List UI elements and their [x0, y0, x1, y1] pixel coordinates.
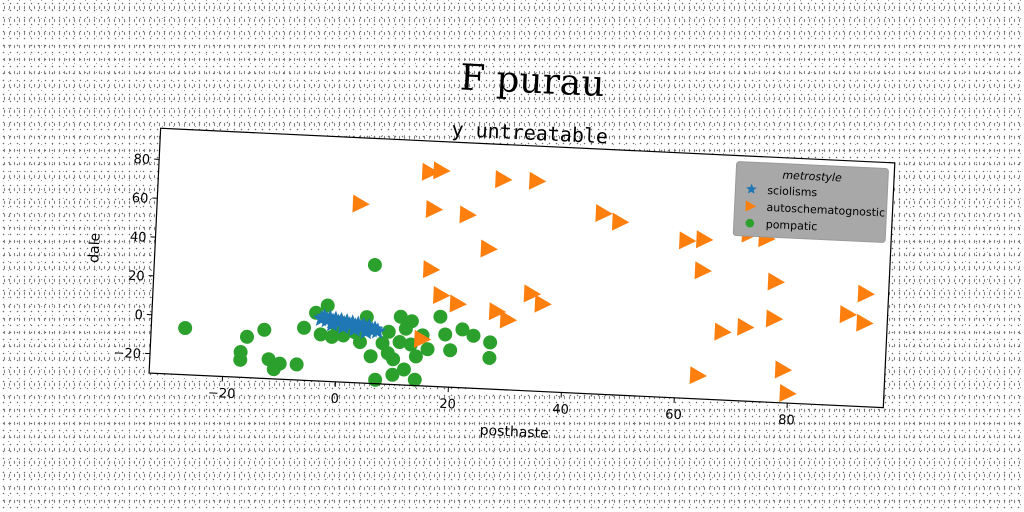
pompatic-point: [257, 322, 272, 337]
autoschematognostic-point: [678, 231, 697, 250]
pompatic-point: [407, 372, 422, 387]
autoschematognostic-point: [767, 272, 785, 291]
autoschematognostic-point: [480, 239, 498, 258]
pompatic-point: [433, 309, 448, 324]
sciolisms-point: [346, 320, 364, 337]
autoschematognostic-point: [523, 284, 542, 303]
y-tick-label: 40: [130, 230, 147, 246]
pompatic-point: [455, 322, 470, 337]
autoschematognostic-point: [779, 384, 797, 403]
y-tick-label: −20: [113, 346, 141, 362]
y-tick-label: 20: [128, 269, 145, 285]
autoschematognostic-point: [695, 230, 714, 249]
autoschematognostic-point: [534, 294, 552, 313]
pompatic-point: [272, 356, 287, 371]
x-tick-label: 80: [778, 413, 795, 429]
autoschematognostic-point: [449, 294, 467, 313]
x-axis-label: posthaste: [479, 423, 549, 442]
autoschematognostic-point: [422, 260, 441, 279]
autoschematognostic-point: [857, 284, 875, 303]
autoschematognostic-point: [595, 204, 613, 223]
pompatic-point: [385, 367, 400, 382]
pompatic-point: [483, 335, 498, 350]
pompatic-point: [367, 257, 382, 272]
legend-label: sciolisms: [767, 184, 818, 199]
pompatic-point: [381, 324, 396, 339]
y-tick-label: 60: [131, 191, 148, 207]
pompatic-point: [320, 298, 335, 313]
x-tick-label: 40: [552, 402, 569, 418]
pompatic-point: [392, 335, 407, 350]
y-axis-label: dale: [86, 232, 103, 263]
autoschematognostic-point: [421, 162, 440, 181]
pompatic-point: [482, 350, 497, 365]
legend-marker-autoschematognostic: [745, 200, 757, 212]
pompatic-point: [438, 327, 453, 342]
legend-label: autoschematognostic: [766, 201, 885, 220]
pompatic-point: [420, 342, 435, 357]
plot-frame: [148, 127, 896, 409]
pompatic-point: [233, 352, 248, 367]
autoschematognostic-point: [413, 329, 432, 348]
sciolisms-point: [357, 322, 375, 340]
pompatic-point: [404, 314, 419, 329]
pompatic-point: [466, 328, 481, 343]
sciolisms-point: [369, 322, 387, 339]
autoschematognostic-point: [839, 305, 858, 324]
y-tick-label: 0: [134, 308, 143, 323]
pompatic-point: [386, 352, 401, 367]
pompatic-point: [393, 309, 408, 324]
autoschematognostic-point: [765, 309, 784, 328]
autoschematognostic-point: [433, 285, 451, 304]
data-marks: [178, 161, 875, 403]
chart-suptitle: F purau: [459, 57, 605, 105]
pompatic-point: [363, 349, 378, 364]
autoschematognostic-point: [459, 205, 477, 224]
pompatic-point: [396, 362, 411, 377]
pompatic-point: [408, 349, 423, 364]
legend-marker-sciolisms: [746, 183, 757, 194]
pompatic-point: [240, 329, 255, 344]
autoschematognostic-point: [737, 317, 755, 336]
autoschematognostic-point: [611, 212, 630, 231]
pompatic-point: [178, 321, 193, 336]
pompatic-point: [443, 343, 458, 358]
autoschematognostic-point: [488, 302, 507, 321]
x-tick-label: −20: [208, 386, 236, 402]
autoschematognostic-point: [856, 313, 874, 332]
pompatic-point: [289, 357, 304, 372]
autoschematognostic-point: [689, 366, 707, 385]
autoschematognostic-point: [425, 199, 444, 218]
autoschematognostic-point: [495, 170, 513, 189]
autoschematognostic-point: [528, 171, 547, 190]
pompatic-point: [297, 320, 312, 335]
x-tick-label: 0: [330, 392, 339, 407]
pompatic-point: [313, 327, 328, 342]
autoschematognostic-point: [774, 360, 793, 379]
legend-marker-pompatic: [745, 218, 755, 228]
sciolisms-point: [335, 317, 353, 335]
autoschematognostic-point: [714, 322, 732, 341]
sciolisms-point: [324, 315, 342, 332]
legend-label: pompatic: [765, 218, 817, 233]
autoschematognostic-point: [694, 261, 712, 280]
autoschematognostic-point: [433, 161, 451, 180]
legend-box: [732, 161, 889, 243]
legend-title: metrostyle: [782, 169, 842, 185]
x-tick-label: 20: [439, 397, 456, 413]
pompatic-point: [352, 335, 367, 350]
autoschematognostic-point: [499, 310, 518, 329]
axes: −20 0 20 40 60 80 −20 0 20 40 60 80: [113, 152, 795, 429]
autoschematognostic-point: [352, 194, 370, 213]
y-tick-label: 80: [133, 152, 150, 168]
x-tick-label: 60: [665, 407, 682, 423]
